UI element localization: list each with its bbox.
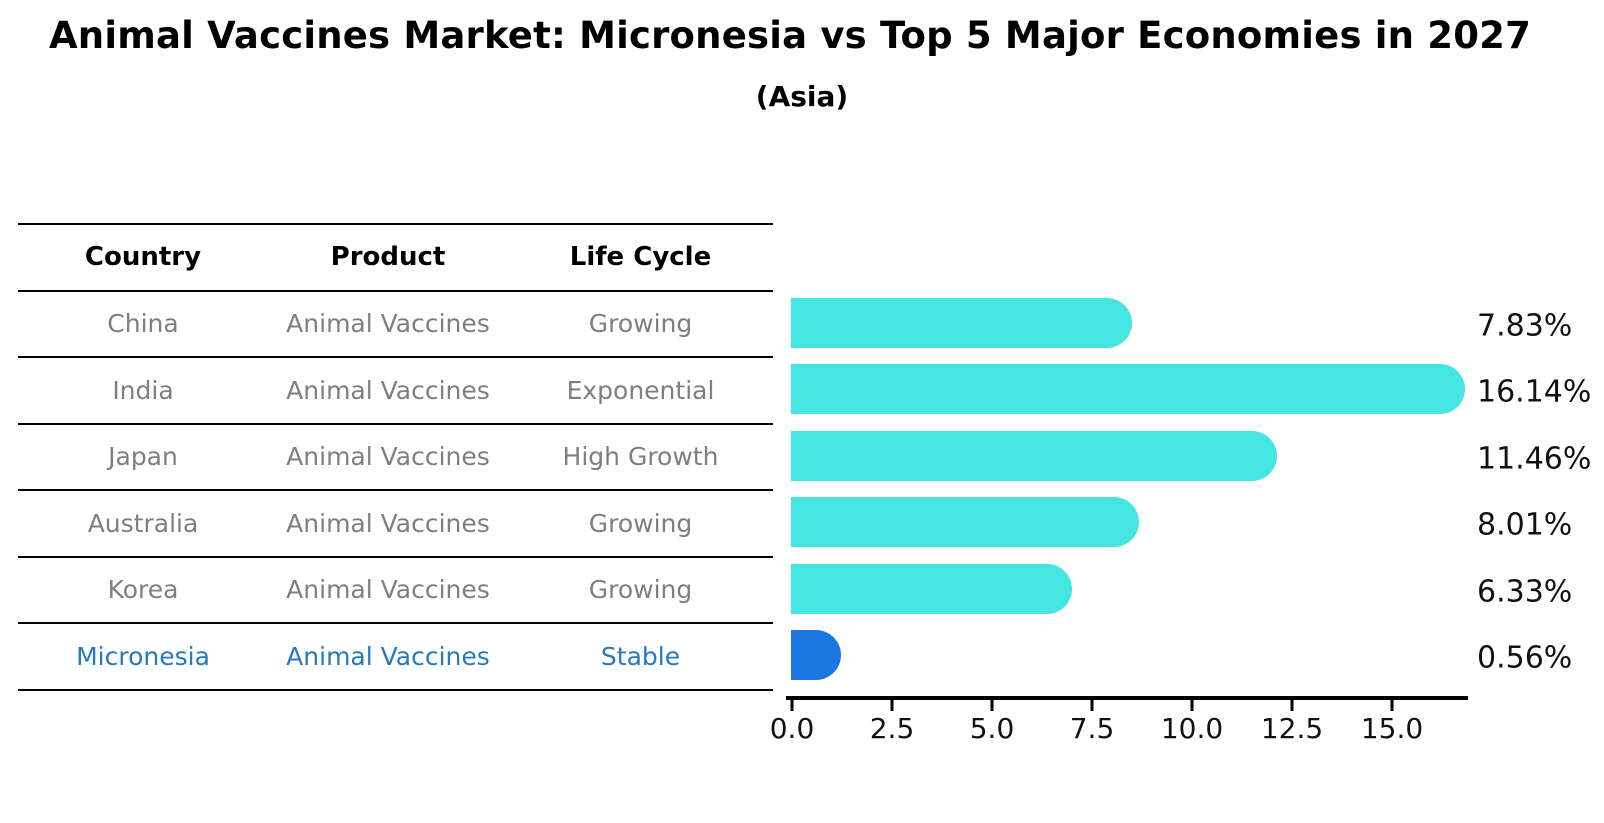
x-axis-tick [890,700,894,711]
table-header-row: Country Product Life Cycle [18,225,773,292]
x-axis-tick-label: 7.5 [1069,712,1115,745]
table-header-cell-product: Product [330,242,446,273]
x-axis-tick [1290,700,1294,711]
x-axis-tick-label: 12.5 [1260,712,1324,745]
table-row-micronesia: Micronesia Animal Vaccines Stable [18,624,773,691]
x-axis-tick-label: 5.0 [969,712,1015,745]
x-axis-tick [1190,700,1194,711]
value-label-japan: 11.46% [1477,441,1592,477]
table-cell-product: Animal Vaccines [286,309,490,339]
x-axis-tick-label: 0.0 [769,712,815,745]
x-axis-tick [1390,700,1394,711]
table-row-japan: Japan Animal Vaccines High Growth [18,425,773,491]
table-cell-product: Animal Vaccines [286,575,490,605]
bar-china [791,297,1133,348]
bar-australia [791,497,1140,548]
page-subtitle: (Asia) [755,80,849,113]
table-cell-product: Animal Vaccines [286,375,490,405]
table-cell-product: Animal Vaccines [286,641,490,671]
table-cell-life-cycle: Stable [600,641,681,671]
x-axis-tick-label: 15.0 [1360,712,1424,745]
bar-india [791,364,1465,415]
value-label-micronesia: 0.56% [1477,640,1573,676]
bar-japan [791,430,1278,481]
page-title: Animal Vaccines Market: Micronesia vs To… [48,14,1532,57]
table-cell-country: Micronesia [76,641,210,671]
table-cell-product: Animal Vaccines [286,442,490,472]
table-cell-country: China [107,309,179,339]
value-label-korea: 6.33% [1477,574,1573,610]
x-axis-tick [1090,700,1094,711]
table-row-korea: Korea Animal Vaccines Growing [18,558,773,624]
table-cell-life-cycle: High Growth [562,442,719,472]
table-cell-life-cycle: Growing [588,575,693,605]
table-row-china: China Animal Vaccines Growing [18,292,773,358]
bar-micronesia [791,630,842,681]
bar-korea [791,563,1073,614]
table-cell-country: Japan [108,442,178,472]
table-cell-country: Korea [107,575,179,605]
value-label-china: 7.83% [1477,308,1573,344]
x-axis-tick [990,700,994,711]
market-table: Country Product Life Cycle China Animal Vacc… [18,223,773,691]
table-cell-country: India [112,375,174,405]
value-label-australia: 8.01% [1477,507,1573,543]
x-axis-tick-label: 2.5 [869,712,915,745]
x-axis-line [786,696,1468,700]
table-header-cell-country: Country [84,242,202,273]
table-row-australia: Australia Animal Vaccines Growing [18,491,773,558]
x-axis-tick [790,700,794,711]
table-cell-product: Animal Vaccines [286,508,490,538]
x-axis-tick-label: 10.0 [1160,712,1224,745]
table-cell-life-cycle: Exponential [566,375,715,405]
table-cell-life-cycle: Growing [588,309,693,339]
table-header-cell-life-cycle: Life Cycle [569,242,712,273]
table-cell-country: Australia [87,508,199,538]
table-cell-life-cycle: Growing [588,508,693,538]
table-row-india: India Animal Vaccines Exponential [18,358,773,425]
value-label-india: 16.14% [1477,374,1592,410]
